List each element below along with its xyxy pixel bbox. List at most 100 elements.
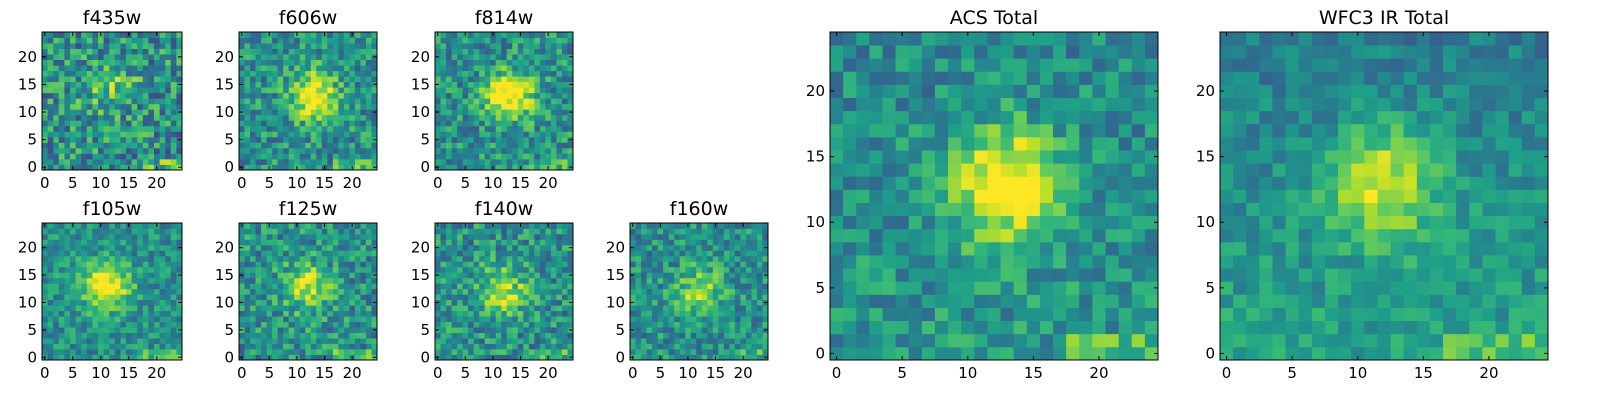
heat-cell: [679, 294, 686, 301]
heat-cell: [751, 338, 758, 344]
heat-cell: [567, 343, 574, 350]
heat-cell: [506, 131, 513, 138]
heat-cell: [756, 228, 763, 235]
heat-cell: [679, 228, 686, 235]
heat-cell: [42, 37, 48, 44]
heat-cell: [1000, 268, 1015, 282]
heat-cell: [244, 277, 251, 284]
heat-cell: [484, 266, 491, 273]
heat-cell: [47, 223, 54, 229]
heat-cell: [53, 305, 60, 312]
heat-cell: [343, 261, 350, 268]
heat-cell: [277, 98, 284, 105]
heat-cell: [561, 272, 568, 279]
heat-cell: [154, 54, 160, 60]
heat-cell: [473, 158, 480, 165]
heat-cell: [316, 48, 323, 55]
heat-cell: [371, 87, 378, 94]
heat-cell: [305, 255, 312, 262]
heat-cell: [360, 98, 367, 105]
heat-cell: [103, 283, 110, 290]
heat-cell: [327, 153, 334, 160]
heat-cell: [762, 338, 769, 344]
heat-cell: [371, 48, 378, 55]
heat-cell: [462, 98, 469, 105]
heat-cell: [446, 239, 452, 246]
heat-cell: [176, 255, 183, 262]
heat-cell: [561, 255, 568, 262]
heat-cell: [506, 87, 513, 94]
heat-cell: [679, 327, 686, 333]
heat-cell: [288, 294, 295, 301]
heat-cell: [349, 87, 356, 94]
heat-cell: [98, 59, 104, 66]
heat-cell: [707, 310, 714, 317]
heat-cell: [316, 277, 323, 284]
heat-cell: [371, 142, 378, 149]
heat-cell: [718, 332, 725, 339]
heat-cell: [479, 272, 486, 279]
heat-cell: [316, 164, 323, 171]
heat-cell: [484, 142, 491, 149]
heat-cell: [556, 283, 563, 290]
heat-cell: [114, 65, 121, 72]
heat-cell: [53, 354, 60, 361]
heat-cell: [451, 120, 458, 127]
heat-cell: [131, 233, 138, 240]
heat-cell: [310, 164, 317, 171]
heat-cell: [843, 189, 857, 203]
heat-cell: [696, 223, 703, 229]
heat-cell: [723, 310, 730, 317]
heat-cell: [1013, 202, 1028, 217]
heat-cell: [1039, 320, 1054, 335]
heat-cell: [103, 332, 110, 339]
heat-cell: [1079, 202, 1093, 217]
heat-cell: [882, 268, 896, 282]
heat-cell: [154, 109, 160, 116]
heat-cell: [98, 338, 104, 344]
heat-cell: [440, 305, 447, 312]
heat-cell: [272, 343, 279, 350]
heat-cell: [740, 228, 747, 235]
heat-cell: [1053, 268, 1067, 282]
heat-cell: [365, 277, 372, 284]
heat-cell: [316, 305, 323, 312]
heat-cell: [165, 283, 172, 290]
heat-cell: [109, 164, 116, 171]
heat-cell: [332, 233, 339, 240]
heat-cell: [58, 233, 65, 240]
heat-cell: [523, 37, 530, 44]
heat-cell: [255, 277, 262, 284]
heat-cell: [895, 202, 910, 217]
heat-cell: [266, 65, 273, 72]
heat-cell: [349, 233, 356, 240]
heat-cell: [120, 233, 127, 240]
heat-cell: [490, 43, 497, 49]
heat-cell: [343, 164, 350, 171]
heat-cell: [473, 299, 480, 306]
heat-cell: [506, 98, 513, 105]
heat-cell: [126, 65, 132, 72]
heat-cell: [1039, 307, 1054, 322]
heat-cell: [75, 338, 82, 344]
heat-cell: [47, 164, 54, 171]
heat-cell: [343, 332, 350, 339]
heat-cell: [550, 114, 557, 121]
heat-cell: [468, 109, 475, 116]
heat-cell: [462, 153, 469, 160]
heat-cell: [58, 103, 65, 110]
heat-cell: [550, 244, 557, 251]
heat-cell: [272, 244, 279, 251]
heat-cell: [446, 142, 452, 149]
heat-cell: [332, 142, 339, 149]
heat-cell: [740, 244, 747, 251]
heat-cell: [343, 48, 350, 55]
heat-cell: [86, 250, 93, 257]
heat-cell: [142, 343, 149, 350]
y-tick-label: 10: [18, 103, 37, 121]
heat-cell: [974, 294, 988, 308]
heat-cell: [446, 349, 452, 355]
heat-cell: [567, 250, 574, 257]
heat-cell: [109, 343, 116, 350]
heat-cell: [299, 98, 306, 105]
